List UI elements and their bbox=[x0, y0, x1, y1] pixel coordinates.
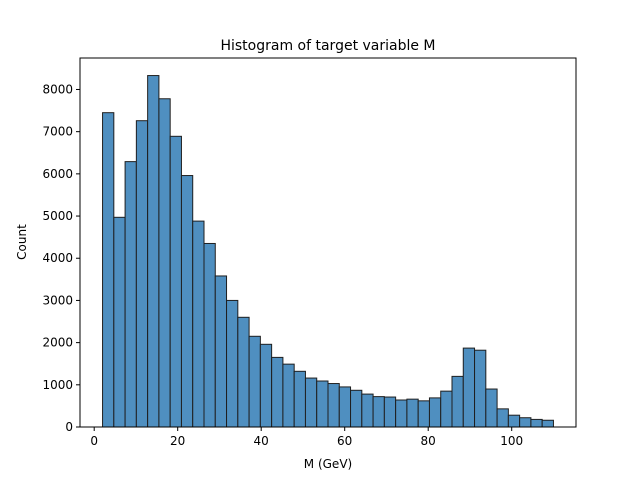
histogram-bar bbox=[485, 388, 498, 428]
histogram-bar bbox=[237, 316, 250, 428]
y-tick-label: 5000 bbox=[42, 209, 73, 223]
histogram-bar bbox=[541, 419, 554, 428]
x-axis-label: M (GeV) bbox=[304, 457, 352, 471]
y-tick-label: 0 bbox=[65, 420, 73, 434]
histogram-bar bbox=[507, 414, 521, 428]
x-tick-label: 80 bbox=[421, 434, 436, 448]
histogram-bar bbox=[203, 242, 216, 428]
x-tick-label: 100 bbox=[500, 434, 523, 448]
histogram-bar bbox=[293, 370, 306, 428]
histogram-bar bbox=[383, 396, 397, 428]
histogram-bar bbox=[496, 408, 509, 428]
x-ticks: 0 20 40 60 80 100 bbox=[90, 427, 523, 448]
histogram-bar bbox=[259, 343, 273, 428]
histogram-bar bbox=[316, 380, 329, 428]
y-tick-label: 8000 bbox=[42, 82, 73, 96]
histogram-bar bbox=[361, 393, 374, 428]
y-tick-label: 7000 bbox=[42, 125, 73, 139]
histogram-bar bbox=[530, 418, 543, 428]
histogram-bar bbox=[113, 216, 126, 428]
histogram-bar bbox=[451, 375, 464, 428]
y-tick-label: 4000 bbox=[42, 251, 73, 265]
histogram-bar bbox=[519, 417, 532, 428]
histogram-bar bbox=[372, 396, 385, 428]
histogram-bar bbox=[135, 120, 149, 428]
y-tick-label: 3000 bbox=[42, 293, 73, 307]
histogram-bar bbox=[248, 335, 261, 428]
histogram-bar bbox=[271, 356, 284, 428]
histogram-bar bbox=[395, 399, 408, 428]
y-axis-label: Count bbox=[15, 224, 29, 260]
histogram-bar bbox=[102, 112, 115, 428]
histogram-bar bbox=[282, 363, 295, 428]
histogram-bar bbox=[474, 349, 487, 428]
histogram-bar bbox=[440, 390, 453, 428]
histogram-bar bbox=[428, 397, 442, 428]
x-tick-label: 40 bbox=[254, 434, 269, 448]
histogram-bar bbox=[158, 98, 171, 428]
histogram-bar bbox=[147, 75, 160, 428]
plot-frame bbox=[79, 57, 577, 428]
histogram-bar bbox=[226, 299, 239, 428]
y-tick-label: 1000 bbox=[42, 378, 73, 392]
y-tick-label: 2000 bbox=[42, 336, 73, 350]
x-tick-label: 60 bbox=[337, 434, 352, 448]
histogram-bar bbox=[350, 389, 363, 428]
histogram-bar bbox=[462, 347, 476, 428]
chart-title: Histogram of target variable M bbox=[220, 38, 435, 54]
histogram-bar bbox=[124, 161, 137, 428]
histogram-bar bbox=[192, 220, 205, 428]
histogram-bar bbox=[169, 135, 182, 428]
histogram-bar bbox=[338, 386, 352, 428]
histogram-bar bbox=[327, 383, 340, 428]
histogram-bar bbox=[214, 275, 228, 428]
y-ticks: 0 1000 2000 3000 4000 5000 6000 7000 8000 bbox=[42, 82, 80, 434]
y-tick-label: 6000 bbox=[42, 167, 73, 181]
x-tick-label: 20 bbox=[170, 434, 185, 448]
x-tick-label: 0 bbox=[90, 434, 98, 448]
histogram-bar bbox=[180, 175, 194, 428]
histogram-bar bbox=[417, 400, 430, 428]
histogram-bar bbox=[304, 377, 318, 428]
histogram-bar bbox=[406, 398, 419, 428]
